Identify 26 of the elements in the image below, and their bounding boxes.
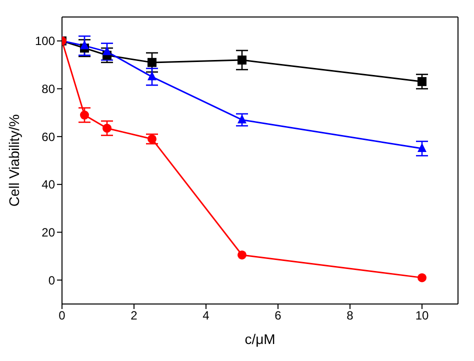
point xyxy=(80,110,89,120)
point xyxy=(238,250,246,260)
y-axis-title: Cell Viability/% xyxy=(6,114,22,207)
point xyxy=(148,58,156,67)
y-tick-label: 40 xyxy=(42,178,56,192)
point xyxy=(238,56,246,65)
point xyxy=(148,134,156,144)
x-tick-label: 4 xyxy=(202,308,210,323)
point xyxy=(102,124,112,133)
y-tick-label: 60 xyxy=(42,130,56,144)
x-tick-label: 0 xyxy=(58,308,66,323)
x-tick-label: 10 xyxy=(415,308,429,323)
y-tick-label: 20 xyxy=(42,226,56,240)
point xyxy=(418,77,426,86)
y-tick-label: 80 xyxy=(42,82,56,96)
y-tick-label: 100 xyxy=(34,34,56,48)
point xyxy=(102,46,112,56)
point xyxy=(418,273,426,282)
x-tick-label: 8 xyxy=(346,308,354,323)
point xyxy=(148,71,156,80)
point xyxy=(418,143,426,152)
x-tick-label: 2 xyxy=(130,308,138,323)
point xyxy=(80,40,89,50)
y-tick-label: 0 xyxy=(48,273,56,288)
x-axis-title: c/μM xyxy=(244,331,276,347)
x-tick-label: 6 xyxy=(274,308,282,323)
